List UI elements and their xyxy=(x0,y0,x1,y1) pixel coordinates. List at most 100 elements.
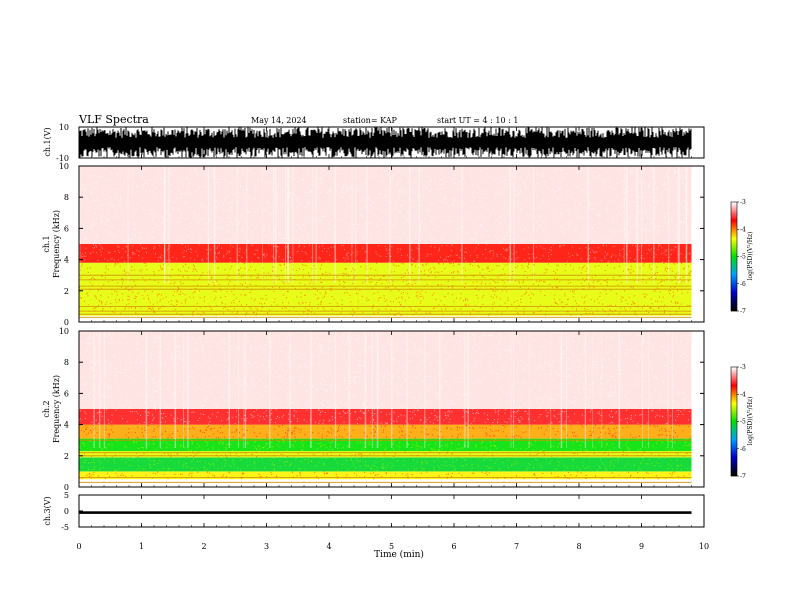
ch1-colorbar-cell xyxy=(731,304,737,306)
x-tick-label: 2 xyxy=(201,542,206,551)
ch2-colorbar-cell xyxy=(731,466,737,468)
ch2-colorbar-cell xyxy=(731,385,737,387)
ch1-spec-ylabel: Frequency (kHz) xyxy=(52,210,61,278)
ch2-colorbar-cell xyxy=(731,468,737,470)
ch1-spec-streak xyxy=(587,166,589,283)
ch2-spec-band-0 xyxy=(79,471,692,480)
ch2-spec-streak xyxy=(243,331,245,448)
ch1-colorbar-cell xyxy=(731,257,737,259)
ch1-colorbar-cell xyxy=(731,234,737,236)
ch2-spec-streak xyxy=(601,331,603,448)
ch1-colorbar: -3 -4 -5 -6 -7 xyxy=(730,199,746,315)
ch2-colorbar-cell xyxy=(731,441,737,443)
x-tick-label: 8 xyxy=(576,542,581,551)
ch1-colorbar-cell xyxy=(731,306,737,308)
start-time-label: start UT = 4 : 10 : 1 xyxy=(437,116,518,125)
ch2-spec-streak xyxy=(228,331,230,448)
ch1-waveform-ylabel: ch.1(V) xyxy=(43,127,52,156)
ch1-colorbar-cell xyxy=(731,240,737,242)
ch2-colorbar-cell xyxy=(731,399,737,401)
ch1-colorbar-cell xyxy=(731,233,737,235)
ch2-spec-streak xyxy=(238,331,239,448)
ch1-colorbar-cell xyxy=(731,209,737,211)
ch1-colorbar-cell xyxy=(731,293,737,295)
ch1-spec-streak xyxy=(653,166,655,283)
ch1-colorbar-cell xyxy=(731,223,737,225)
ch1-colorbar-cell xyxy=(731,289,737,291)
ch2-colorbar-cell xyxy=(731,472,737,474)
ch2-spec-streak xyxy=(672,331,673,448)
ch2-colorbar-cell xyxy=(731,388,737,390)
ch2-colorbar-cell xyxy=(731,386,737,388)
time-axis: 0 1 2 3 4 5 6 7 8 9 10 xyxy=(76,127,709,551)
ch2-spec-streak xyxy=(550,331,552,448)
ch1-colorbar-cell xyxy=(731,305,737,307)
ch2-colorbar-cell xyxy=(731,421,737,423)
ch1-colorbar-cell xyxy=(731,213,737,215)
ch2-colorbar-cell xyxy=(731,375,737,377)
ch1-colorbar-cell xyxy=(731,262,737,264)
ch2-colorbar-cell xyxy=(731,450,737,452)
ch2-colorbar-cell xyxy=(731,429,737,431)
ch1-colorbar-cell xyxy=(731,237,737,239)
ch1-spec-streak xyxy=(168,166,170,283)
ch2-spec-streak xyxy=(289,331,291,448)
ch2-colorbar-cell xyxy=(731,374,737,376)
ch1-spec-streak xyxy=(285,166,286,283)
ch1-colorbar-cell xyxy=(731,222,737,224)
ch1-colorbar-cell xyxy=(731,241,737,243)
x-tick-label: 5 xyxy=(389,542,394,551)
ch1-spec-ytick-label: 8 xyxy=(64,193,69,202)
x-tick-label: 6 xyxy=(451,542,456,551)
ch2-colorbar-cell xyxy=(731,368,737,370)
ch1-colorbar-cell xyxy=(731,208,737,210)
ch1-colorbar-cell xyxy=(731,302,737,304)
ch2-spec-band-3 xyxy=(79,438,692,452)
ch2-spec-streak xyxy=(99,331,101,448)
ch2-colorbar-cell xyxy=(731,470,737,472)
ch2-colorbar-tick-label: -7 xyxy=(740,473,746,480)
ch2-colorbar-cell xyxy=(731,431,737,433)
ch2-colorbar-cell xyxy=(731,420,737,422)
ch1-colorbar-cell xyxy=(731,254,737,256)
ch1-spec-streak xyxy=(461,166,463,283)
ch1-colorbar-cell xyxy=(731,299,737,301)
ch2-colorbar-cell xyxy=(731,392,737,394)
ch1-spec-streak xyxy=(409,166,411,283)
ch2-colorbar-cell xyxy=(731,413,737,415)
ch1-colorbar-cell xyxy=(731,291,737,293)
ch1-spec-streak xyxy=(213,166,216,283)
ch2-colorbar-cell xyxy=(731,383,737,385)
ch2-colorbar-tick-label: -6 xyxy=(740,446,746,453)
ch2-colorbar-cell xyxy=(731,371,737,373)
ch2-spec-streak xyxy=(269,331,271,448)
ch1-colorbar-cell xyxy=(731,232,737,234)
ch1-colorbar-cell xyxy=(731,303,737,305)
ch1-colorbar-cell xyxy=(731,281,737,283)
ch1-colorbar-cell xyxy=(731,250,737,252)
ch1-colorbar-cell xyxy=(731,212,737,214)
ch1-colorbar-cell xyxy=(731,307,737,309)
ch2-colorbar-cell xyxy=(731,378,737,380)
ch2-colorbar-cell xyxy=(731,381,737,383)
ch2-colorbar-cell xyxy=(731,437,737,439)
station-label: station= KAP xyxy=(343,116,398,125)
ch1-spec-ytick-label: 2 xyxy=(64,287,69,296)
ch2-spec-band-6 xyxy=(79,331,692,409)
ch2-spec-streak xyxy=(618,331,621,448)
ch2-colorbar-cell xyxy=(731,452,737,454)
ch1-colorbar-cell xyxy=(731,270,737,272)
ch1-spec-streak xyxy=(513,166,515,283)
ch2-colorbar-cell xyxy=(731,403,737,405)
ch2-colorbar-cell xyxy=(731,443,737,445)
ch2-colorbar-cell xyxy=(731,382,737,384)
ch2-colorbar-cell xyxy=(731,428,737,430)
ch1-colorbar-cell xyxy=(731,261,737,263)
ch2-colorbar-cell xyxy=(731,427,737,429)
ch1-colorbar-cell xyxy=(731,253,737,255)
ch1-spec-streak xyxy=(533,166,534,283)
ch1-colorbar-cell xyxy=(731,310,737,312)
ch2-colorbar-cell xyxy=(731,407,737,409)
ch1-spec-streak xyxy=(509,166,512,283)
